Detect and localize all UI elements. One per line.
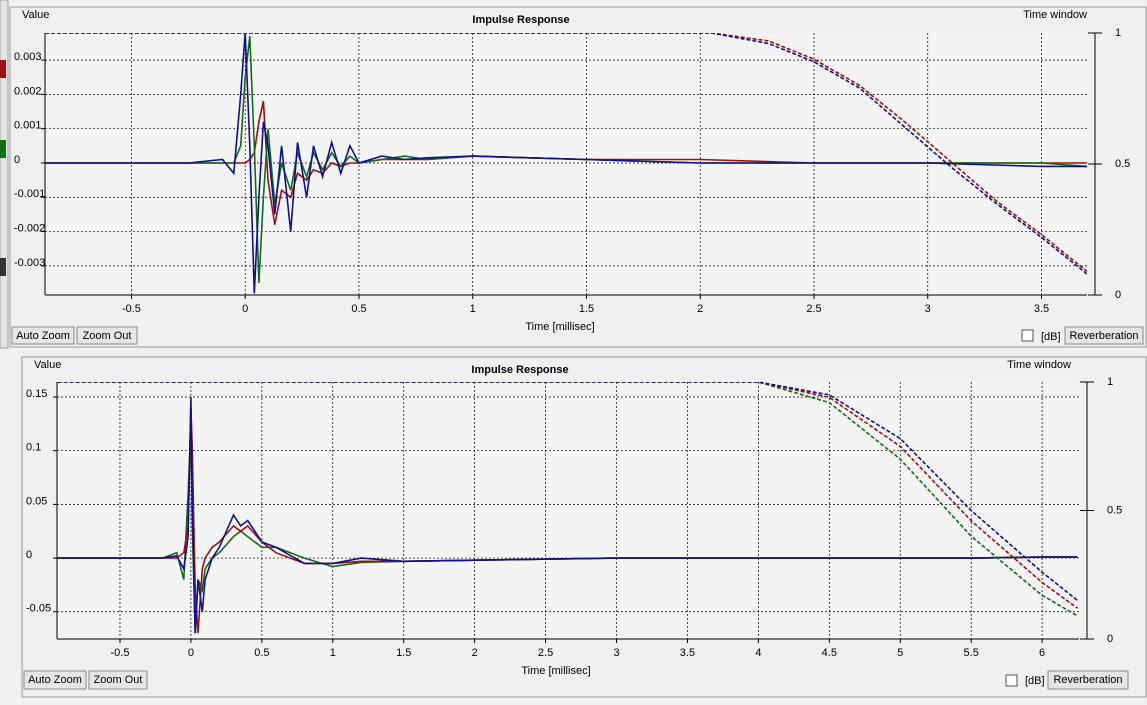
checkbox[interactable] xyxy=(1021,329,1034,342)
x-tick-label: 1.5 xyxy=(396,647,411,659)
x-tick-label: 5 xyxy=(897,647,903,659)
y2-axis-label: Time window xyxy=(1007,359,1071,371)
button-label[interactable]: Auto Zoom xyxy=(16,330,70,342)
window-line xyxy=(45,33,1087,275)
button-label[interactable]: Zoom Out xyxy=(83,330,132,342)
x-tick-label: 0 xyxy=(242,303,248,315)
x-tick-label: 4 xyxy=(755,647,761,659)
x-tick-label: 3 xyxy=(925,303,931,315)
y2-tick-label: 0.5 xyxy=(1107,504,1122,516)
x-tick-label: 1 xyxy=(330,647,336,659)
x-tick-label: 5.5 xyxy=(964,647,979,659)
x-tick-label: 3.5 xyxy=(1034,303,1049,315)
y2-tick-label: 0.5 xyxy=(1115,158,1130,170)
x-tick-label: 6 xyxy=(1039,647,1045,659)
y-tick-label: 0.15 xyxy=(26,388,47,400)
response-line xyxy=(45,33,1087,294)
series-group xyxy=(57,382,1079,634)
x-tick-label: -0.5 xyxy=(122,303,141,315)
x-axis-label: Time [millisec] xyxy=(521,665,590,677)
x-tick-label: 0.5 xyxy=(351,303,366,315)
y2-tick-label: 1 xyxy=(1115,27,1121,39)
response-line xyxy=(57,396,1078,634)
x-tick-label: 0.5 xyxy=(254,647,269,659)
button-label[interactable]: Auto Zoom xyxy=(28,674,82,686)
x-tick-label: -0.5 xyxy=(111,647,130,659)
y2-tick-label: 0 xyxy=(1107,633,1113,645)
y-axis-label: Value xyxy=(22,9,49,21)
y2-axis-label: Time window xyxy=(1023,9,1087,21)
x-tick-label: 2.5 xyxy=(538,647,553,659)
x-tick-label: 3.5 xyxy=(680,647,695,659)
y-tick-label: 0.003 xyxy=(14,51,42,63)
y-tick-label: -0.002 xyxy=(14,222,45,234)
button-label[interactable]: Reverberation xyxy=(1069,330,1138,342)
series-group xyxy=(45,33,1087,294)
swatch xyxy=(0,258,6,276)
sidebar xyxy=(0,0,9,349)
button[interactable]: Zoom Out xyxy=(76,326,138,345)
window-line xyxy=(57,382,1079,602)
x-tick-label: 2.5 xyxy=(806,303,821,315)
button-label[interactable]: Zoom Out xyxy=(94,674,143,686)
checkbox[interactable] xyxy=(1005,674,1018,687)
y-tick-label: 0 xyxy=(14,154,20,166)
button[interactable]: Auto Zoom xyxy=(11,326,75,345)
y-tick-label: 0.05 xyxy=(26,495,47,507)
y2-tick-label: 1 xyxy=(1107,376,1113,388)
x-tick-label: 2 xyxy=(697,303,703,315)
plot-area xyxy=(57,382,1079,639)
button[interactable]: Reverberation xyxy=(1064,326,1144,345)
button[interactable]: Auto Zoom xyxy=(23,670,87,690)
swatch xyxy=(0,60,6,78)
y-axis-label: Value xyxy=(34,359,61,371)
y-tick-label: -0.05 xyxy=(26,603,51,615)
button-label[interactable]: Reverberation xyxy=(1053,674,1122,686)
y-tick-label: 0.002 xyxy=(14,85,42,97)
x-tick-label: 1.5 xyxy=(579,303,594,315)
x-tick-label: 4.5 xyxy=(822,647,837,659)
x-axis-label: Time [millisec] xyxy=(525,321,594,333)
x-tick-label: 2 xyxy=(472,647,478,659)
x-tick-label: 3 xyxy=(613,647,619,659)
y-tick-label: 0.1 xyxy=(26,442,41,454)
checkbox-label[interactable]: [dB] xyxy=(1041,331,1061,343)
y-tick-label: -0.001 xyxy=(14,188,45,200)
window-line xyxy=(45,33,1087,273)
y-tick-label: 0 xyxy=(26,549,32,561)
x-tick-label: 1 xyxy=(470,303,476,315)
swatch xyxy=(0,140,6,158)
window-line xyxy=(57,382,1079,617)
checkbox-label[interactable]: [dB] xyxy=(1025,675,1045,687)
plot-area xyxy=(45,33,1087,295)
x-tick-label: 0 xyxy=(188,647,194,659)
y-tick-label: -0.003 xyxy=(14,257,45,269)
y-tick-label: 0.001 xyxy=(14,120,42,132)
window-line xyxy=(57,382,1079,609)
button[interactable]: Zoom Out xyxy=(88,670,148,690)
y2-tick-label: 0 xyxy=(1115,289,1121,301)
chart-title: Impulse Response xyxy=(472,14,569,26)
chart-title: Impulse Response xyxy=(471,364,568,376)
button[interactable]: Reverberation xyxy=(1047,670,1129,690)
